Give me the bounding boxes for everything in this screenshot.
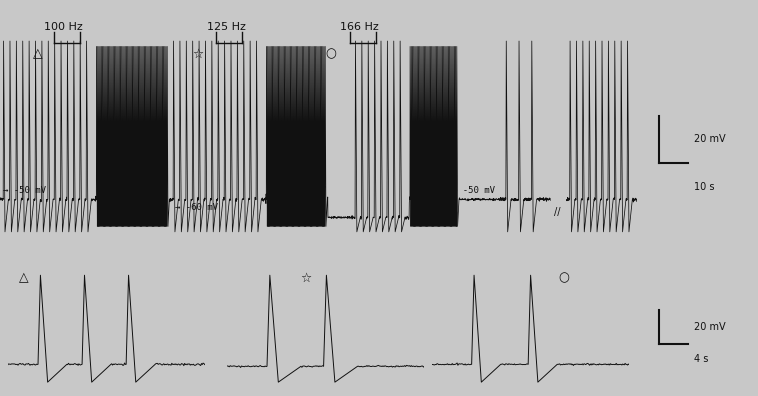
Text: 166 Hz: 166 Hz: [340, 21, 379, 32]
Text: → -50 mV: → -50 mV: [452, 186, 495, 195]
Text: //: //: [554, 207, 561, 217]
Text: 125 Hz: 125 Hz: [207, 21, 246, 32]
Text: ○: ○: [326, 48, 337, 60]
Text: ○: ○: [559, 272, 569, 284]
Text: ☆: ☆: [301, 272, 312, 284]
Text: 4 s: 4 s: [694, 354, 708, 364]
Text: 10 s: 10 s: [694, 182, 714, 192]
Text: ☆: ☆: [192, 48, 203, 60]
Text: → -50 mV: → -50 mV: [3, 186, 46, 195]
Text: △: △: [18, 272, 28, 284]
Text: 20 mV: 20 mV: [694, 134, 725, 145]
Text: 20 mV: 20 mV: [694, 322, 725, 332]
Text: 100 Hz: 100 Hz: [44, 21, 83, 32]
Text: △: △: [33, 48, 43, 60]
Text: → -50 mV: → -50 mV: [283, 186, 327, 195]
Text: → -60 mV: → -60 mV: [175, 203, 218, 211]
